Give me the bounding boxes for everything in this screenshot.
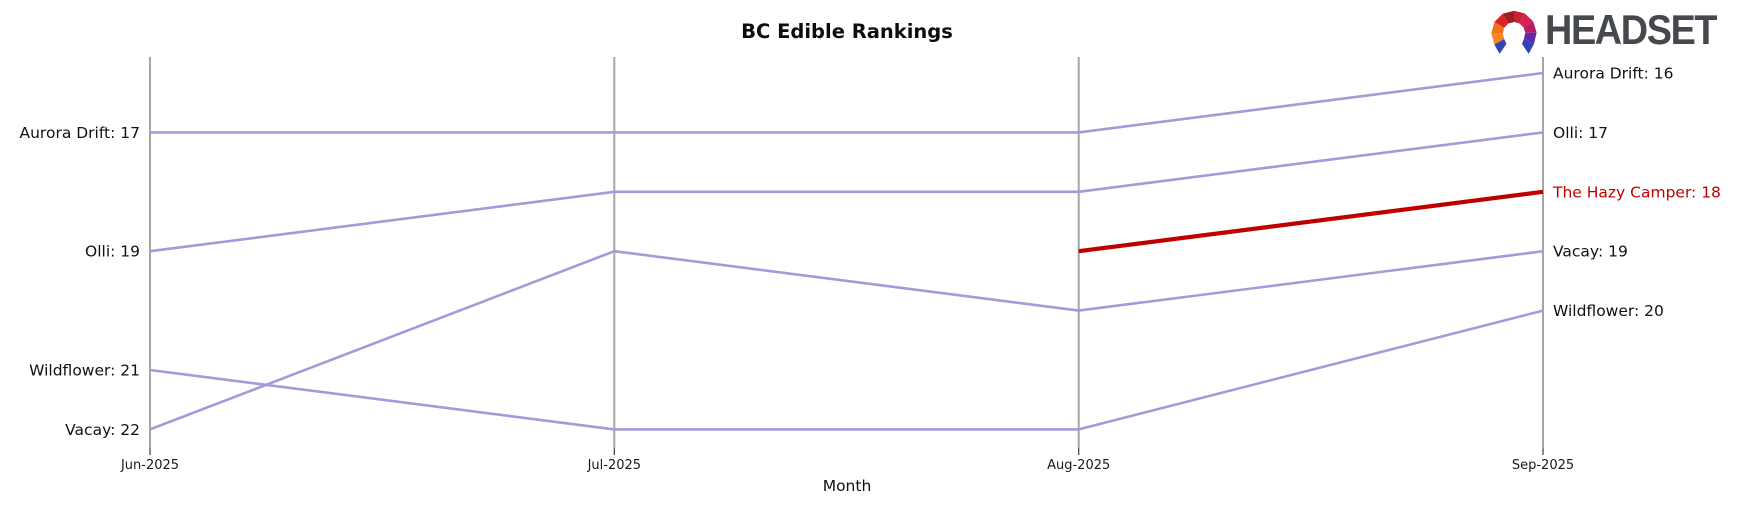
x-tick-label-jun-2025: Jun-2025 <box>120 458 179 473</box>
series-line-olli <box>149 131 1544 253</box>
series-end-label-vacay: Vacay: 19 <box>1553 243 1628 261</box>
series-line-the-hazy-camper <box>1078 189 1544 254</box>
series-line-vacay <box>149 249 1544 431</box>
headset-logo-icon <box>1491 10 1537 54</box>
x-tick-label-sep-2025: Sep-2025 <box>1512 458 1574 473</box>
series-end-label-wildflower: Wildflower: 20 <box>1553 302 1664 320</box>
x-tick-label-aug-2025: Aug-2025 <box>1047 458 1110 473</box>
series-start-label-vacay: Vacay: 22 <box>65 421 140 439</box>
chart-title: BC Edible Rankings <box>741 20 953 43</box>
headset-logo: HEADSET <box>1487 4 1735 56</box>
series-end-label-olli: Olli: 17 <box>1553 124 1608 142</box>
series-end-label-aurora-drift: Aurora Drift: 16 <box>1553 65 1674 83</box>
series-line-aurora-drift <box>150 71 1544 134</box>
series-start-label-aurora-drift: Aurora Drift: 17 <box>20 124 141 142</box>
x-tick-label-jul-2025: Jul-2025 <box>587 458 641 473</box>
series-end-label-the-hazy-camper: The Hazy Camper: 18 <box>1552 183 1721 201</box>
headset-logo-text: HEADSET <box>1544 6 1718 53</box>
x-axis-title: Month <box>822 477 872 495</box>
series-start-label-wildflower: Wildflower: 21 <box>29 362 140 380</box>
series-line-wildflower <box>149 309 1544 431</box>
series-start-label-olli: Olli: 19 <box>85 243 140 261</box>
